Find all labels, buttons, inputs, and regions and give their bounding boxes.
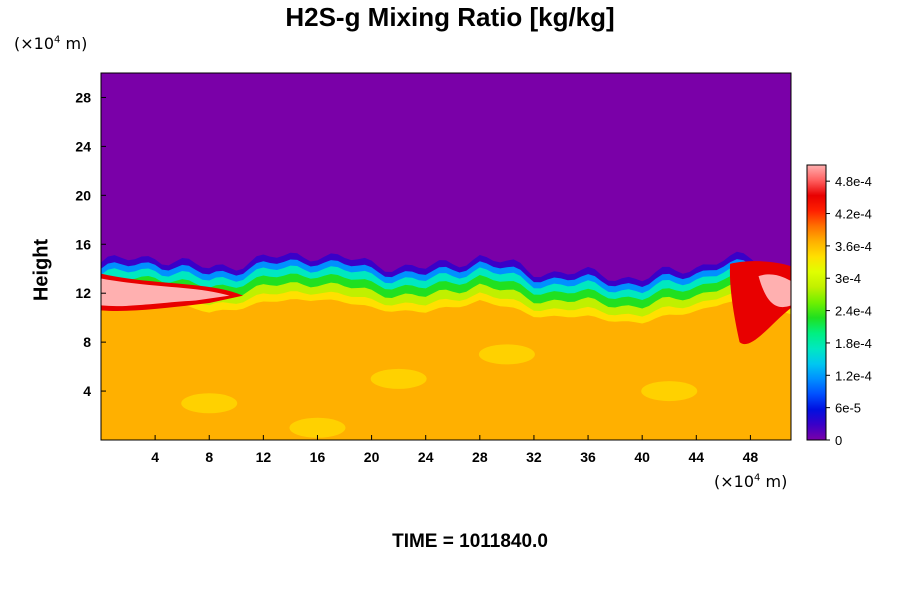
y-tick-label: 20 <box>75 187 91 203</box>
colorbar <box>806 164 827 441</box>
colorbar-tick-label: 4.8e-4 <box>835 174 872 189</box>
y-axis-ticks: 4 8 12 16 20 24 28 <box>75 89 106 399</box>
x-tick-label: 40 <box>634 449 650 465</box>
x-tick-label: 44 <box>689 449 705 465</box>
y-unit-label: (×104 m) <box>14 34 88 53</box>
colorbar-ticks: 0 6e-5 1.2e-4 1.8e-4 2.4e-4 3e-4 3.6e-4 4.2e-4 4… <box>826 174 872 448</box>
x-tick-label: 48 <box>743 449 759 465</box>
x-tick-label: 24 <box>418 449 434 465</box>
field-patch <box>181 393 238 414</box>
colorbar-tick-label: 0 <box>835 433 842 448</box>
x-tick-label: 4 <box>151 449 159 465</box>
y-tick-label: 24 <box>75 138 91 154</box>
peak-concentration-region <box>101 278 230 307</box>
x-tick-label: 36 <box>580 449 596 465</box>
x-axis-ticks: 4 8 12 16 20 24 28 32 36 40 44 48 <box>151 435 758 465</box>
y-tick-label: 4 <box>83 383 91 399</box>
x-tick-label: 8 <box>205 449 213 465</box>
colorbar-tick-label: 6e-5 <box>835 401 861 416</box>
chart-title: H2S-g Mixing Ratio [kg/kg] <box>285 2 615 32</box>
heatmap-field <box>101 73 791 440</box>
field-patch <box>370 368 427 389</box>
field-patch <box>641 381 698 402</box>
colorbar-tick-label: 2.4e-4 <box>835 304 872 319</box>
field-patch <box>478 344 535 365</box>
y-tick-label: 12 <box>75 285 91 301</box>
x-tick-label: 32 <box>526 449 542 465</box>
colorbar-tick-label: 3e-4 <box>835 271 861 286</box>
time-label: TIME = 1011840.0 <box>392 531 548 552</box>
colorbar-tick-label: 1.8e-4 <box>835 336 872 351</box>
y-tick-label: 8 <box>83 334 91 350</box>
x-tick-label: 12 <box>256 449 272 465</box>
field-patch <box>289 417 346 438</box>
x-unit-label: (×104 m) <box>714 472 788 491</box>
mixing-layer-band <box>101 299 791 440</box>
peak-concentration-region <box>758 274 791 308</box>
colorbar-tick-label: 1.2e-4 <box>835 368 872 383</box>
x-tick-label: 16 <box>310 449 326 465</box>
colorbar-tick-label: 4.2e-4 <box>835 207 872 222</box>
y-tick-label: 16 <box>75 236 91 252</box>
plot-frame <box>100 72 792 441</box>
x-tick-label: 28 <box>472 449 488 465</box>
colorbar-tick-label: 3.6e-4 <box>835 239 872 254</box>
y-tick-label: 28 <box>75 89 91 105</box>
x-tick-label: 20 <box>364 449 380 465</box>
